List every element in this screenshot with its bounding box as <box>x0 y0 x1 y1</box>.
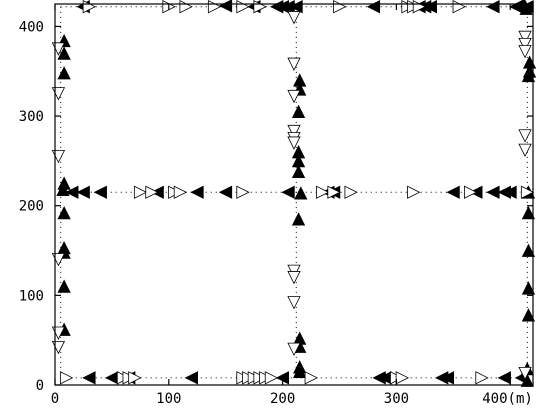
open-triangle-right-marker <box>59 371 74 385</box>
filled-triangle-up-marker <box>293 364 307 378</box>
open-triangle-down-marker <box>51 87 66 101</box>
filled-triangle-up-marker <box>521 68 536 83</box>
open-triangle-down-marker <box>287 89 301 104</box>
filled-triangle-left-marker <box>76 185 90 199</box>
filled-triangle-up-marker <box>57 279 71 293</box>
open-triangle-down-marker <box>518 37 532 52</box>
x-tick-label: 0 <box>51 391 59 407</box>
filled-triangle-left-marker <box>497 371 511 385</box>
open-triangle-down-marker <box>287 124 301 139</box>
open-triangle-down-marker <box>518 30 532 45</box>
open-triangle-down-marker <box>287 11 301 25</box>
filled-triangle-left-marker <box>509 0 523 14</box>
open-triangle-down-marker <box>51 149 66 164</box>
filled-triangle-left-marker <box>184 371 198 385</box>
open-triangle-right-marker <box>304 371 318 385</box>
filled-triangle-left-marker <box>190 185 204 199</box>
filled-triangle-up-marker <box>521 281 536 295</box>
open-triangle-right-marker <box>173 185 188 199</box>
open-triangle-down-marker <box>287 57 301 71</box>
open-triangle-down-marker <box>518 143 532 158</box>
filled-triangle-left-marker <box>93 185 107 199</box>
filled-triangle-up-marker <box>57 205 71 220</box>
filled-triangle-up-marker <box>57 66 71 80</box>
x-tick-labels: 0 100 200 300 400(m) <box>51 391 533 407</box>
filled-triangle-left-marker <box>486 0 500 14</box>
y-tick-label: 200 <box>19 199 44 215</box>
filled-triangle-left-marker <box>82 371 96 385</box>
filled-triangle-up-marker <box>291 212 306 226</box>
open-triangle-right-marker <box>179 0 193 14</box>
filled-triangle-up-marker <box>57 46 71 60</box>
open-triangle-right-marker <box>464 185 478 199</box>
open-triangle-right-marker <box>236 185 250 199</box>
y-tick-labels: 0 100 200 300 400 <box>19 19 44 394</box>
open-triangle-right-marker <box>236 0 250 14</box>
x-tick-label: 100 <box>156 391 181 407</box>
filled-triangle-up-marker <box>521 205 536 220</box>
filled-triangle-left-marker <box>486 185 500 199</box>
open-triangle-right-marker <box>520 185 535 199</box>
plot-frame <box>54 3 534 386</box>
x-tick-label: 400(m) <box>482 391 533 407</box>
open-triangle-down-marker <box>287 342 301 357</box>
open-triangle-right-marker <box>395 371 410 385</box>
open-triangle-right-marker <box>452 0 466 14</box>
open-triangle-right-marker <box>207 0 222 14</box>
open-triangle-down-marker <box>518 45 532 59</box>
open-triangle-right-marker <box>145 185 159 199</box>
open-triangle-down-marker <box>518 129 532 143</box>
open-triangle-right-marker <box>475 371 489 385</box>
filled-triangle-left-marker <box>503 185 517 199</box>
filled-triangle-left-marker <box>105 371 119 385</box>
filled-triangle-left-marker <box>366 0 381 14</box>
x-tick-label: 200 <box>270 391 295 407</box>
filled-triangle-up-marker <box>294 186 308 200</box>
data-markers <box>51 0 537 387</box>
y-tick-label: 0 <box>36 378 44 394</box>
open-triangle-down-marker <box>287 296 301 310</box>
filled-triangle-left-marker <box>440 371 455 385</box>
filled-triangle-up-marker <box>291 104 306 118</box>
open-triangle-down-marker <box>287 271 301 285</box>
open-triangle-down-marker <box>287 136 301 150</box>
open-triangle-right-marker <box>264 371 279 385</box>
filled-triangle-left-marker <box>218 185 233 199</box>
open-triangle-right-marker <box>327 185 341 199</box>
filled-triangle-up-marker <box>521 243 536 257</box>
y-tick-label: 300 <box>19 109 44 125</box>
open-triangle-right-marker <box>316 185 330 199</box>
open-triangle-right-marker <box>407 185 421 199</box>
filled-triangle-left-marker <box>218 0 233 13</box>
filled-triangle-left-marker <box>446 185 460 199</box>
open-triangle-right-marker <box>333 0 347 14</box>
filled-triangle-left-marker <box>281 185 295 199</box>
open-triangle-down-marker <box>51 340 66 355</box>
axis-ticks <box>54 4 533 386</box>
filled-triangle-up-marker <box>291 164 306 179</box>
open-triangle-down-marker <box>51 253 66 267</box>
open-triangle-right-marker <box>133 185 148 199</box>
filled-triangle-up-marker <box>521 308 536 322</box>
y-tick-label: 400 <box>19 19 44 35</box>
y-tick-label: 100 <box>19 288 44 304</box>
open-triangle-right-marker <box>344 185 358 199</box>
x-tick-label: 300 <box>384 391 409 407</box>
open-triangle-right-marker <box>128 371 142 385</box>
open-triangle-down-marker <box>518 366 532 381</box>
